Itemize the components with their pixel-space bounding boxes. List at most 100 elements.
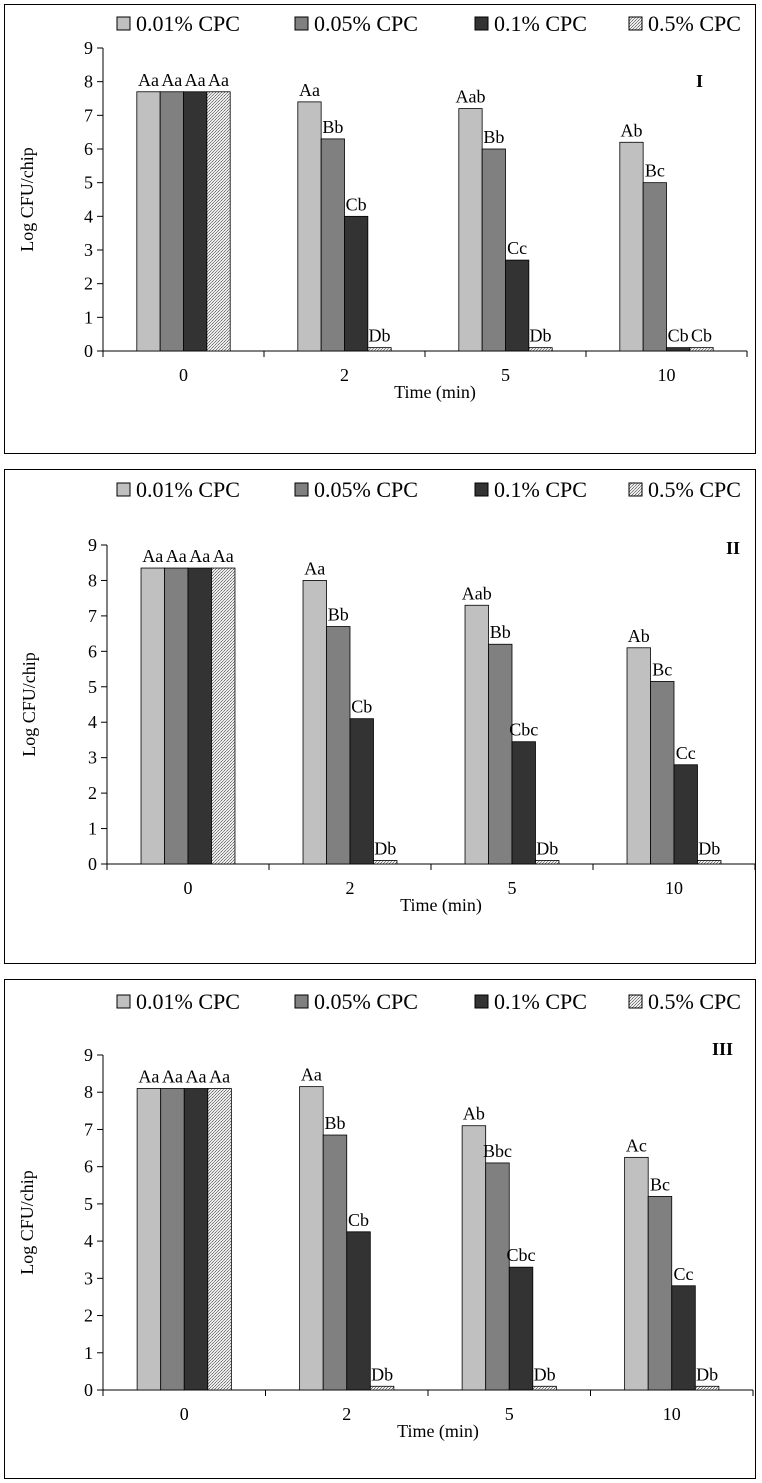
data-label: Db <box>696 1364 718 1384</box>
data-label: Aa <box>186 1067 207 1087</box>
data-label: Aa <box>185 70 206 90</box>
legend-swatch <box>475 483 488 496</box>
y-tick-label: 1 <box>84 307 93 327</box>
bar <box>208 1089 232 1391</box>
legend-label: 0.05% CPC <box>314 989 418 1014</box>
legend-swatch <box>117 483 130 496</box>
bar <box>298 102 321 351</box>
bar <box>674 765 697 864</box>
data-label: Bbc <box>483 1141 512 1161</box>
y-tick-label: 8 <box>84 1082 93 1102</box>
y-tick-label: 6 <box>88 641 97 661</box>
data-label: Db <box>369 326 391 346</box>
bar <box>350 719 373 864</box>
x-axis-label: Time (min) <box>397 1421 479 1442</box>
bar <box>137 92 160 351</box>
x-tick-label: 0 <box>184 878 193 898</box>
data-label: Bc <box>652 659 672 679</box>
y-tick-label: 1 <box>84 1343 93 1363</box>
bar <box>465 605 488 864</box>
bar-chart-iii: 0.01% CPC 0.05% CPC 0.1% CPC 0.5% CPC III 0 1 2… <box>5 980 755 1478</box>
y-tick-label: 5 <box>84 1194 93 1214</box>
chart-panel-i: 0.01% CPC 0.05% CPC 0.1% CPC 0.5% CPC I 0 1 2 3 4… <box>4 4 756 454</box>
legend-label: 0.5% CPC <box>648 477 741 502</box>
legend-swatch <box>295 483 308 496</box>
y-tick-label: 1 <box>88 819 97 839</box>
data-label: Aa <box>161 70 182 90</box>
data-label: Ab <box>628 626 650 646</box>
y-tick-label: 7 <box>84 105 93 125</box>
y-tick-label: 4 <box>84 206 93 226</box>
data-label: Cb <box>691 326 712 346</box>
x-axis-label: Time (min) <box>394 382 476 403</box>
y-tick-label: 7 <box>84 1119 93 1139</box>
bar <box>697 860 720 864</box>
bar <box>184 92 207 351</box>
bar <box>211 568 234 864</box>
bar <box>509 1267 533 1390</box>
bar <box>188 568 211 864</box>
legend-label: 0.1% CPC <box>494 989 587 1014</box>
legend-label: 0.01% CPC <box>136 989 240 1014</box>
y-tick-label: 7 <box>88 606 97 626</box>
x-tick-label: 0 <box>180 1404 189 1424</box>
x-tick-label: 2 <box>342 1404 351 1424</box>
data-label: Aab <box>455 87 485 107</box>
bar <box>462 1126 486 1390</box>
y-tick-label: 8 <box>88 570 97 590</box>
bar <box>695 1386 719 1390</box>
bar <box>165 568 188 864</box>
y-tick-label: 9 <box>88 535 97 555</box>
data-label: Aa <box>299 80 320 100</box>
data-label: Db <box>371 1364 393 1384</box>
bar <box>327 627 350 864</box>
y-tick-label: 2 <box>84 274 93 294</box>
data-label: Aa <box>189 546 210 566</box>
bar <box>141 568 164 864</box>
bar <box>347 1232 371 1390</box>
y-tick-label: 6 <box>84 1157 93 1177</box>
x-tick-label: 5 <box>501 365 510 385</box>
bar <box>489 644 512 864</box>
bar <box>620 142 643 351</box>
y-tick-label: 8 <box>84 72 93 92</box>
bar <box>533 1386 557 1390</box>
y-tick-label: 2 <box>84 1306 93 1326</box>
data-label: Aab <box>462 583 492 603</box>
y-tick-label: 9 <box>84 38 93 58</box>
data-label: Bc <box>645 161 665 181</box>
data-label: Bb <box>490 622 511 642</box>
data-label: Db <box>530 326 552 346</box>
bar-chart-ii: 0.01% CPC 0.05% CPC 0.1% CPC 0.5% CPC II 0 1 2 3… <box>5 470 755 963</box>
y-tick-label: 3 <box>88 748 97 768</box>
legend-swatch <box>475 17 488 30</box>
data-label: Aa <box>213 546 234 566</box>
data-label: Cbc <box>507 1245 536 1265</box>
x-tick-label: 5 <box>508 878 517 898</box>
legend-swatch <box>629 483 642 496</box>
bar <box>160 92 183 351</box>
data-label: Db <box>536 838 558 858</box>
bar <box>300 1087 324 1390</box>
bar <box>651 681 674 864</box>
legend-label: 0.1% CPC <box>494 11 587 36</box>
panel-label: I <box>696 71 703 91</box>
bar <box>368 348 391 351</box>
y-tick-label: 3 <box>84 240 93 260</box>
y-axis-label: Log CFU/chip <box>17 1170 37 1275</box>
y-axis-label: Log CFU/chip <box>19 652 39 757</box>
bar <box>506 260 529 351</box>
y-tick-label: 0 <box>84 1380 93 1400</box>
y-tick-label: 5 <box>88 677 97 697</box>
bar-chart-i: 0.01% CPC 0.05% CPC 0.1% CPC 0.5% CPC I 0 1 2 3 4… <box>5 5 755 453</box>
legend-swatch <box>475 995 488 1008</box>
data-label: Cb <box>351 697 372 717</box>
legend-label: 0.5% CPC <box>648 989 741 1014</box>
legend-label: 0.1% CPC <box>494 477 587 502</box>
y-tick-label: 0 <box>88 854 97 874</box>
data-label: Aa <box>142 546 163 566</box>
y-tick-label: 0 <box>84 341 93 361</box>
bar <box>303 580 326 864</box>
data-label: Aa <box>304 558 325 578</box>
bar <box>321 139 344 351</box>
